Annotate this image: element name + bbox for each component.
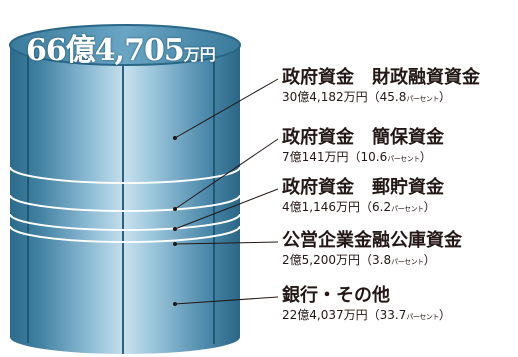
total-amount: 66億4,705万円 xyxy=(26,25,216,69)
segment-amount: 22億4,037万円（33.7パーセント） xyxy=(282,308,451,325)
total-unit: 万円 xyxy=(184,45,216,64)
segment-label: 公営企業金融公庫資金 2億5,200万円（3.8パーセント） xyxy=(282,231,462,270)
segment-name: 銀行・その他 xyxy=(282,286,451,306)
cylinder-body xyxy=(10,45,240,354)
segment-amount: 30億4,182万円（45.8パーセント） xyxy=(282,90,480,107)
segment-amount: 2億5,200万円（3.8パーセント） xyxy=(282,253,462,270)
segment-label: 政府資金 財政融資資金 30億4,182万円（45.8パーセント） xyxy=(282,68,480,107)
segment-name: 政府資金 簡保資金 xyxy=(282,128,444,148)
total-value: 66億4,705 xyxy=(26,33,184,68)
segment-label: 政府資金 郵貯資金 4億1,146万円（6.2パーセント） xyxy=(282,178,444,217)
segment-name: 公営企業金融公庫資金 xyxy=(282,231,462,251)
segment-name: 政府資金 郵貯資金 xyxy=(282,178,444,198)
segment-amount: 7億141万円（10.6パーセント） xyxy=(282,150,444,167)
segment-label: 銀行・その他 22億4,037万円（33.7パーセント） xyxy=(282,286,451,325)
segment-label: 政府資金 簡保資金 7億141万円（10.6パーセント） xyxy=(282,128,444,167)
segment-name: 政府資金 財政融資資金 xyxy=(282,68,480,88)
segment-amount: 4億1,146万円（6.2パーセント） xyxy=(282,200,444,217)
